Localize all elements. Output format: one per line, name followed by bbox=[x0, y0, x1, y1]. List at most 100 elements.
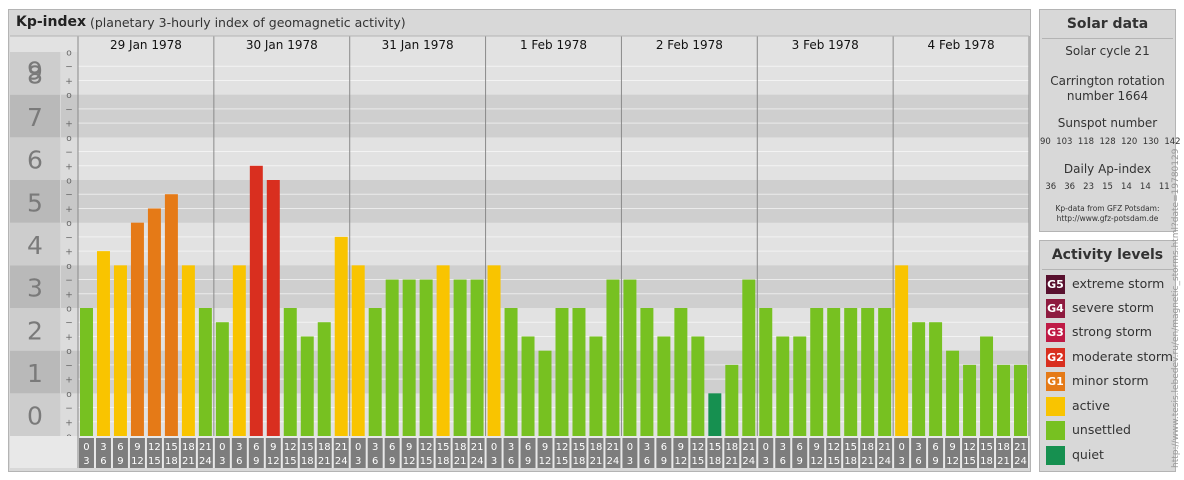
y-tick-label: 6 bbox=[27, 146, 43, 175]
hour-end-label: 15 bbox=[420, 456, 433, 467]
kp-bar bbox=[113, 265, 127, 436]
y-minor-tick: o bbox=[66, 91, 72, 101]
y-tick-label: 0 bbox=[27, 402, 43, 431]
kp-bar bbox=[164, 194, 178, 436]
hour-end-label: 24 bbox=[878, 456, 891, 467]
legend-swatch-g5: G5 bbox=[1046, 275, 1065, 294]
hour-start-label: 3 bbox=[236, 442, 242, 453]
hour-start-label: 12 bbox=[556, 442, 569, 453]
hour-start-label: 21 bbox=[1014, 442, 1027, 453]
hour-cell bbox=[690, 438, 706, 468]
hour-end-label: 15 bbox=[556, 456, 569, 467]
hour-end-label: 18 bbox=[980, 456, 993, 467]
hour-end-label: 6 bbox=[915, 456, 921, 467]
ylabel-band-8 bbox=[10, 52, 60, 95]
solar-data-panel: Solar data Solar cycle 21 Carrington rot… bbox=[1039, 9, 1181, 232]
hour-start-label: 6 bbox=[797, 442, 803, 453]
kp-bar bbox=[963, 364, 977, 436]
y-minor-tick: + bbox=[65, 205, 73, 215]
legend-label-g2: moderate storm bbox=[1072, 349, 1173, 364]
hour-start-label: 12 bbox=[284, 442, 297, 453]
hour-start-label: 15 bbox=[437, 442, 450, 453]
hour-start-label: 6 bbox=[253, 442, 259, 453]
day-label: 3 Feb 1978 bbox=[792, 38, 859, 52]
hour-cell bbox=[758, 438, 774, 468]
hour-end-label: 21 bbox=[997, 456, 1010, 467]
hour-start-label: 21 bbox=[742, 442, 755, 453]
y-tick-label: 2 bbox=[27, 316, 43, 345]
legend-label-active: active bbox=[1072, 398, 1110, 413]
solar-data-heading: Solar data bbox=[1066, 16, 1149, 32]
hour-end-label: 6 bbox=[372, 456, 378, 467]
minor-band-3 bbox=[61, 265, 78, 308]
hour-cell bbox=[299, 438, 315, 468]
kp-bar bbox=[334, 236, 348, 436]
hour-start-label: 21 bbox=[199, 442, 212, 453]
kp-bar bbox=[80, 308, 93, 436]
hour-cell bbox=[911, 438, 927, 468]
hour-end-label: 12 bbox=[131, 456, 144, 467]
y-minor-tick: + bbox=[65, 77, 73, 87]
minor-band-1 bbox=[61, 350, 78, 394]
kp-bar bbox=[640, 308, 654, 436]
hour-start-label: 12 bbox=[827, 442, 840, 453]
hour-cell bbox=[384, 438, 400, 468]
kp-bar bbox=[572, 308, 586, 436]
hour-cell bbox=[282, 438, 298, 468]
hour-start-label: 9 bbox=[134, 442, 140, 453]
hour-end-label: 21 bbox=[182, 456, 195, 467]
legend-swatch-g1: G1 bbox=[1046, 372, 1065, 391]
minor-band-0 bbox=[61, 393, 78, 436]
hour-end-label: 3 bbox=[83, 456, 89, 467]
day-label: 1 Feb 1978 bbox=[520, 38, 587, 52]
kp-bar bbox=[96, 251, 110, 436]
hour-cell bbox=[435, 438, 451, 468]
hour-cell bbox=[486, 438, 502, 468]
hour-start-label: 21 bbox=[607, 442, 620, 453]
hour-end-label: 15 bbox=[284, 456, 297, 467]
ylabel-band-0 bbox=[10, 393, 60, 436]
y-minor-tick: + bbox=[65, 120, 73, 130]
hour-cell bbox=[1013, 438, 1028, 468]
y-minor-tick: + bbox=[65, 290, 73, 300]
y-minor-tick: o bbox=[66, 49, 72, 59]
kp-bar bbox=[946, 350, 960, 436]
hour-end-label: 15 bbox=[148, 456, 161, 467]
hour-end-label: 3 bbox=[763, 456, 769, 467]
y-minor-tick: − bbox=[65, 148, 73, 158]
solar-cycle: Solar cycle 21 bbox=[1065, 44, 1150, 58]
y-minor-tick: + bbox=[65, 333, 73, 343]
legend-label-unsettled: unsettled bbox=[1072, 422, 1131, 437]
sunspot-values: 90 103 118 128 120 130 142 bbox=[1040, 137, 1181, 147]
hour-end-label: 21 bbox=[454, 456, 467, 467]
ap-heading: Daily Ap-index bbox=[1063, 162, 1152, 176]
y-minor-tick: + bbox=[65, 162, 73, 172]
hour-start-label: 15 bbox=[301, 442, 314, 453]
hour-end-label: 9 bbox=[117, 456, 123, 467]
kp-bar bbox=[997, 364, 1011, 436]
kp-bar bbox=[368, 308, 382, 436]
legend-label-g5: extreme storm bbox=[1072, 276, 1165, 291]
y-tick-label: 4 bbox=[27, 231, 43, 260]
hour-end-label: 24 bbox=[607, 456, 620, 467]
hour-end-label: 21 bbox=[861, 456, 874, 467]
hour-cell bbox=[741, 438, 757, 468]
kp-bar bbox=[504, 308, 518, 436]
kp-bar bbox=[232, 265, 246, 436]
kp-bar bbox=[1014, 364, 1027, 436]
hour-start-label: 9 bbox=[406, 442, 412, 453]
carrington-line-2: number 1664 bbox=[1066, 89, 1149, 103]
hour-start-label: 3 bbox=[100, 442, 106, 453]
hour-start-label: 15 bbox=[980, 442, 993, 453]
hour-cell bbox=[877, 438, 893, 468]
hour-cell bbox=[79, 438, 94, 468]
kp-bar bbox=[776, 336, 790, 436]
hour-end-label: 15 bbox=[827, 456, 840, 467]
y-minor-tick: + bbox=[65, 248, 73, 258]
legend-label-g4: severe storm bbox=[1072, 300, 1154, 315]
hour-start-label: 0 bbox=[763, 442, 769, 453]
hour-end-label: 6 bbox=[236, 456, 242, 467]
hour-cell bbox=[129, 438, 145, 468]
hour-cell bbox=[588, 438, 604, 468]
hour-cell bbox=[639, 438, 655, 468]
